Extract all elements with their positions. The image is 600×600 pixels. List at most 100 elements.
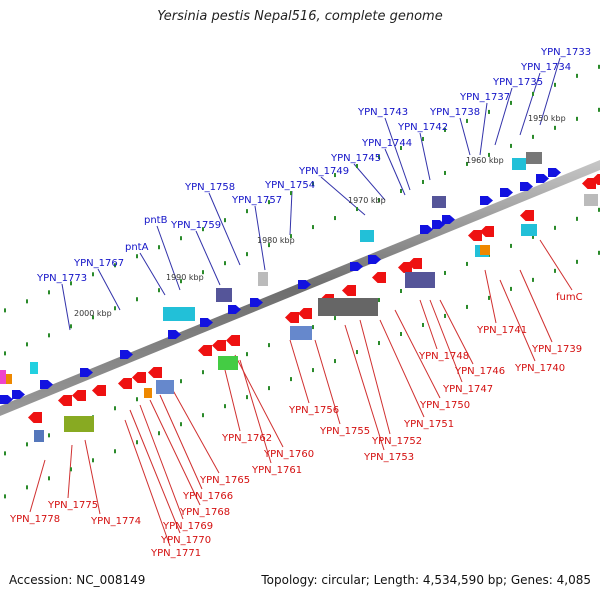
tick-mark bbox=[268, 343, 270, 348]
tick-mark bbox=[48, 290, 50, 295]
tick-mark bbox=[114, 263, 116, 268]
tick-mark bbox=[48, 476, 50, 481]
gene-label[interactable]: YPN_1743 bbox=[357, 107, 408, 118]
gene-label[interactable]: YPN_1767 bbox=[73, 258, 124, 269]
gene-label[interactable]: YPN_1752 bbox=[371, 436, 422, 447]
gene-label[interactable]: YPN_1735 bbox=[492, 77, 543, 88]
tick-mark bbox=[4, 351, 6, 356]
gene-label[interactable]: YPN_1769 bbox=[162, 521, 213, 532]
tick-mark bbox=[532, 234, 534, 239]
tick-mark bbox=[26, 342, 28, 347]
gene-label[interactable]: YPN_1744 bbox=[361, 138, 412, 149]
gene-label[interactable]: YPN_1734 bbox=[520, 62, 571, 73]
leader-line bbox=[84, 439, 101, 515]
gene-arrow bbox=[520, 182, 533, 191]
tick-mark bbox=[290, 191, 292, 196]
leader-line bbox=[419, 299, 438, 350]
leader-line bbox=[344, 324, 385, 451]
gene-label[interactable]: YPN_1742 bbox=[397, 122, 448, 133]
gene-label[interactable]: YPN_1753 bbox=[363, 452, 414, 463]
tick-mark bbox=[158, 431, 160, 436]
tick-mark bbox=[466, 304, 468, 309]
gene-label[interactable]: YPN_1761 bbox=[251, 465, 302, 476]
gene-label[interactable]: YPN_1740 bbox=[514, 363, 565, 374]
gene-label[interactable]: YPN_1741 bbox=[476, 325, 527, 336]
gene-label[interactable]: YPN_1755 bbox=[319, 426, 370, 437]
gene-label[interactable]: YPN_1751 bbox=[403, 419, 454, 430]
gene-label[interactable]: YPN_1758 bbox=[184, 182, 235, 193]
gene-label[interactable]: YPN_1773 bbox=[36, 273, 87, 284]
gene-arrow bbox=[500, 188, 513, 197]
gene-label[interactable]: YPN_1747 bbox=[442, 384, 493, 395]
gene-label[interactable]: YPN_1748 bbox=[418, 351, 469, 362]
tick-mark bbox=[92, 315, 94, 320]
gene-arrow bbox=[536, 174, 549, 183]
leader-line bbox=[494, 87, 513, 146]
gene-label[interactable]: YPN_1746 bbox=[454, 366, 505, 377]
tick-mark bbox=[466, 118, 468, 123]
gene-arrow bbox=[342, 285, 356, 296]
gene-label[interactable]: YPN_1765 bbox=[199, 475, 250, 486]
gene-label[interactable]: pntB bbox=[144, 215, 168, 226]
gene-features bbox=[0, 152, 600, 442]
gene-arrow bbox=[12, 390, 25, 399]
gene-arrow bbox=[58, 395, 72, 406]
tick-mark bbox=[4, 308, 6, 313]
tick-mark bbox=[378, 198, 380, 203]
gene-label[interactable]: YPN_1771 bbox=[150, 548, 201, 559]
scale-tick-label: 1980 kbp bbox=[257, 236, 295, 245]
tick-mark bbox=[576, 216, 578, 221]
gene-label[interactable]: YPN_1754 bbox=[264, 180, 315, 191]
gene-label[interactable]: YPN_1774 bbox=[90, 516, 141, 527]
tick-mark bbox=[202, 413, 204, 418]
leader-line bbox=[129, 409, 181, 534]
tick-mark bbox=[444, 270, 446, 275]
tick-mark bbox=[268, 386, 270, 391]
gene-box bbox=[432, 196, 446, 208]
tick-mark bbox=[400, 146, 402, 150]
gene-label[interactable]: fumC bbox=[556, 292, 583, 303]
gene-label[interactable]: YPN_1756 bbox=[288, 405, 339, 416]
tick-mark bbox=[422, 179, 424, 184]
gene-arrow bbox=[468, 230, 482, 241]
gene-arrow bbox=[298, 280, 311, 289]
tick-mark bbox=[312, 325, 314, 330]
gene-label[interactable]: YPN_1737 bbox=[459, 92, 510, 103]
gene-box bbox=[290, 326, 312, 340]
leader-line bbox=[359, 319, 391, 435]
tick-mark bbox=[334, 173, 336, 178]
gene-box bbox=[258, 272, 268, 286]
accession-text: Accession: NC_008149 bbox=[9, 573, 146, 587]
gene-label[interactable]: YPN_1768 bbox=[179, 507, 230, 518]
gene-label[interactable]: YPN_1766 bbox=[182, 491, 233, 502]
tick-mark bbox=[180, 236, 182, 241]
gene-label[interactable]: YPN_1733 bbox=[540, 47, 591, 58]
leader-line bbox=[149, 399, 201, 506]
gene-label[interactable]: YPN_1770 bbox=[160, 535, 211, 546]
leader-line bbox=[289, 339, 310, 404]
tick-mark bbox=[180, 379, 182, 384]
gene-label[interactable]: YPN_1750 bbox=[419, 400, 470, 411]
leader-line bbox=[139, 404, 184, 520]
tick-mark bbox=[268, 200, 270, 205]
gene-label[interactable]: pntA bbox=[125, 242, 149, 253]
gene-label[interactable]: YPN_1778 bbox=[9, 514, 60, 525]
gene-label[interactable]: YPN_1775 bbox=[47, 500, 98, 511]
gene-label[interactable]: YPN_1757 bbox=[231, 195, 282, 206]
scale-tick-label: 1950 kbp bbox=[528, 114, 566, 123]
gene-arrow bbox=[226, 335, 240, 346]
gene-arrow bbox=[480, 226, 494, 237]
leader-line bbox=[239, 359, 272, 464]
gene-label[interactable]: YPN_1738 bbox=[429, 107, 480, 118]
gene-label[interactable]: YPN_1749 bbox=[298, 166, 349, 177]
gene-label[interactable]: YPN_1762 bbox=[221, 433, 272, 444]
gene-label[interactable]: YPN_1760 bbox=[263, 449, 314, 460]
tick-mark bbox=[92, 272, 94, 277]
tick-mark bbox=[576, 259, 578, 264]
gene-label[interactable]: YPN_1759 bbox=[170, 220, 221, 231]
gene-label[interactable]: YPN_1739 bbox=[531, 344, 582, 355]
gene-box bbox=[64, 416, 94, 432]
gene-label[interactable]: YPN_1745 bbox=[330, 153, 381, 164]
gene-arrow bbox=[285, 312, 299, 323]
tick-mark bbox=[202, 227, 204, 232]
